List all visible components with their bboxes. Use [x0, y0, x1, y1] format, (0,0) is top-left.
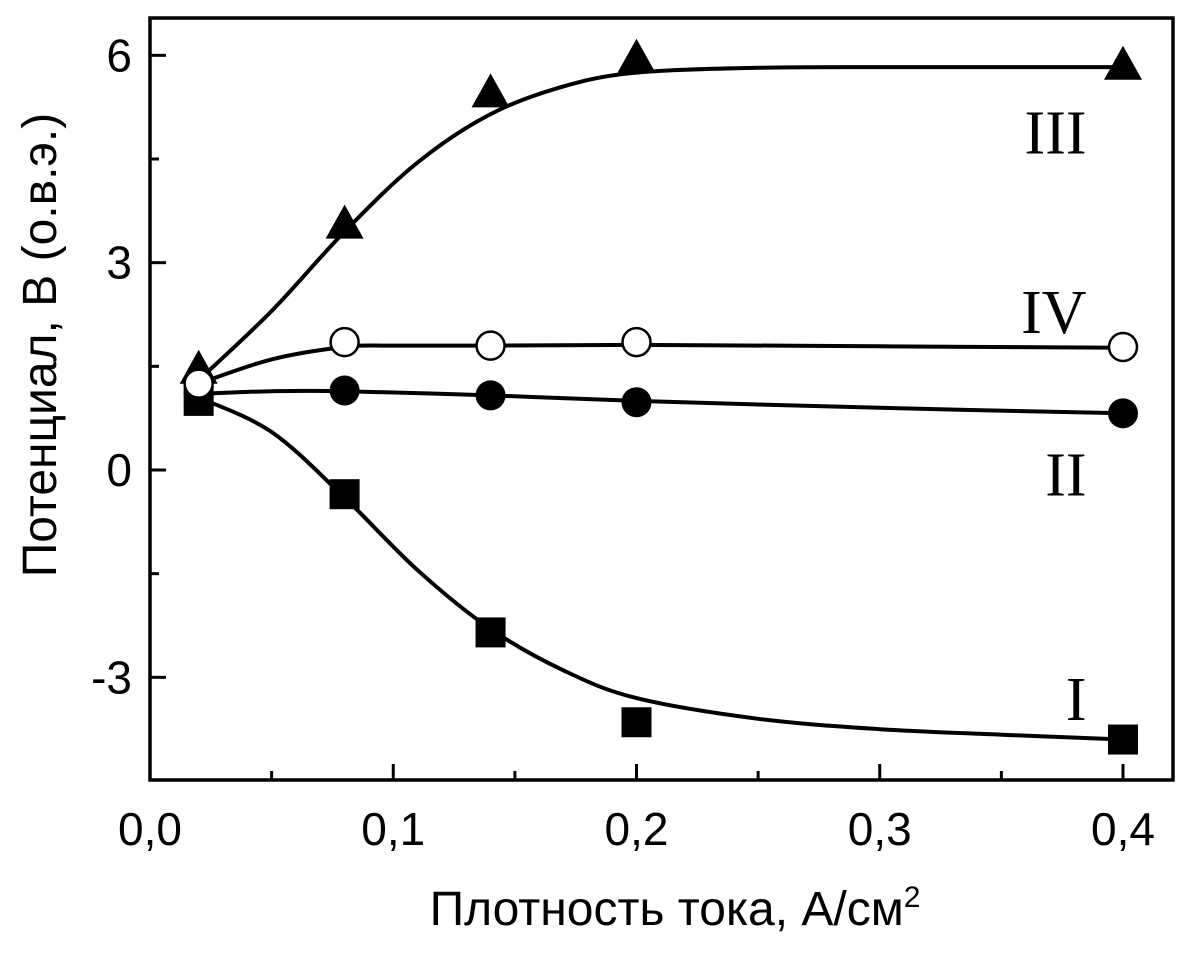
series-III-point	[617, 38, 656, 73]
series-label-III: III	[1025, 99, 1087, 167]
series-markers	[179, 38, 1142, 755]
series-II-curve	[198, 388, 1124, 416]
y-tick-label: 6	[106, 29, 132, 81]
series-I-point	[329, 479, 360, 510]
series-I-point	[1108, 724, 1138, 755]
x-tick-label: 0,1	[361, 803, 425, 855]
series-III-point	[471, 73, 510, 108]
y-tick-label: 3	[106, 237, 132, 289]
series-IV-point	[475, 330, 506, 361]
series-IV-point	[329, 326, 360, 358]
series-II-point	[329, 375, 360, 406]
series-III-point	[1104, 45, 1142, 80]
y-tick-label: 0	[106, 444, 132, 496]
series-IV-point	[621, 326, 652, 358]
series-IV-point	[183, 368, 214, 399]
series-I-curve	[197, 395, 1124, 742]
y-tick-label: -3	[91, 651, 132, 703]
x-axis-title: Плотность тока, А/см2	[430, 881, 921, 936]
series-III-point	[325, 204, 364, 239]
series-label-II: II	[1045, 441, 1086, 509]
x-tick-label: 0,4	[1091, 803, 1155, 855]
x-tick-label: 0,0	[118, 803, 182, 855]
series-IV-curve	[198, 342, 1124, 386]
series-I-point	[475, 617, 506, 648]
series-label-IV: IV	[1021, 279, 1087, 347]
x-tick-label: 0,3	[848, 803, 912, 855]
series-II-point	[1108, 398, 1138, 429]
series-IV-point	[1107, 331, 1139, 363]
series-I-point	[621, 707, 652, 738]
axis-ticks: 0,0 0,1 0,2 0,3 0,4 -3 0 3 6	[91, 29, 1155, 855]
x-axis-title-superscript: 2	[904, 881, 921, 914]
series-II-point	[621, 387, 652, 418]
y-axis-title: Потенциал, В (о.в.э.)	[14, 113, 67, 577]
plot-frame	[148, 16, 1175, 782]
x-tick-label: 0,2	[605, 803, 669, 855]
series-III-curve	[197, 65, 1123, 382]
series-II-point	[475, 380, 506, 411]
series-label-I: I	[1066, 666, 1087, 734]
